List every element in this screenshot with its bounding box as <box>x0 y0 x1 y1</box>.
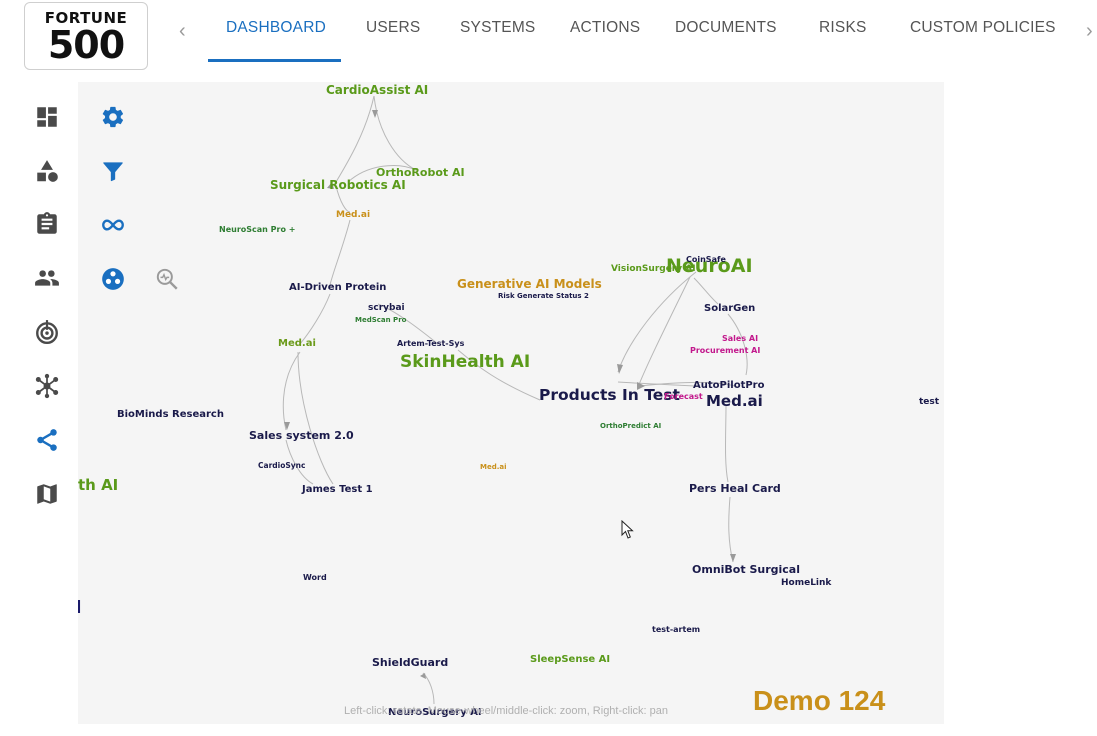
graph-node[interactable]: I <box>78 597 82 618</box>
demo-label: Demo 124 <box>753 685 886 716</box>
graph-node[interactable]: Med.ai <box>278 338 316 349</box>
tab-documents[interactable]: DOCUMENTS <box>675 19 777 36</box>
zoom-analyze-icon[interactable] <box>154 266 180 292</box>
edge <box>377 303 439 345</box>
tab-dashboard[interactable]: DASHBOARD <box>226 19 326 36</box>
graph-node[interactable]: CardioAssist AI <box>326 83 429 97</box>
graph-node[interactable]: Procurement AI <box>690 346 761 355</box>
edge-arrow <box>617 364 623 374</box>
chevron-left-icon[interactable]: ‹ <box>179 20 186 42</box>
mouse-cursor-icon <box>621 520 634 539</box>
edge-arrow <box>284 422 290 430</box>
edge-arrow <box>327 182 334 189</box>
graph-node[interactable]: SleepSense AI <box>530 654 611 665</box>
graph-canvas[interactable]: CardioAssist AI OrthoRobot AI Surgical R… <box>78 82 944 724</box>
tab-custom-policies[interactable]: CUSTOM POLICIES <box>910 19 1056 36</box>
edge <box>347 165 417 183</box>
graph-node[interactable]: Med.ai <box>706 392 763 410</box>
graph-node[interactable]: NeuroAI <box>666 255 753 277</box>
filter-icon[interactable] <box>100 158 126 184</box>
graph-node[interactable]: OmniBot Surgical <box>692 563 800 576</box>
graph-node[interactable]: OrthoRobot AI <box>376 166 465 179</box>
share-icon[interactable] <box>34 427 60 453</box>
graph-node[interactable]: Risk Generate Status 2 <box>498 292 589 300</box>
graph-node[interactable]: test <box>919 397 940 407</box>
graph-node[interactable]: Products In Test <box>539 386 680 404</box>
graph-node[interactable]: OrthoPredict AI <box>600 422 662 430</box>
active-tab-indicator <box>208 59 341 62</box>
graph-node[interactable]: James Test 1 <box>302 484 373 495</box>
graph-node[interactable]: CoinSafe <box>686 255 726 264</box>
shapes-icon[interactable] <box>34 158 60 184</box>
graph-node[interactable]: Pers Heal Card <box>689 482 781 495</box>
logo-line1: FORTUNE <box>44 9 128 27</box>
graph-node[interactable]: HomeLink <box>781 578 832 588</box>
edge <box>725 404 729 483</box>
edge <box>728 496 734 563</box>
graph-node[interactable]: CardioSync <box>258 461 306 470</box>
network-icon[interactable] <box>34 373 60 399</box>
top-bar: FORTUNE 500 ‹ DASHBOARD USERS SYSTEMS AC… <box>0 0 1097 70</box>
graph-node[interactable]: Sales AI <box>722 334 759 343</box>
graph-node[interactable]: Med.ai <box>336 210 371 220</box>
gear-icon[interactable] <box>100 104 126 130</box>
edge <box>285 439 314 485</box>
graph-node[interactable]: Generative AI Models <box>457 277 602 291</box>
graph-node[interactable]: VisionSurgery AI <box>611 264 696 274</box>
graph-node[interactable]: th AI <box>78 476 119 494</box>
graph-node[interactable]: test-artem <box>652 625 701 634</box>
edge <box>335 185 351 213</box>
graph-node[interactable]: SkinHealth AI <box>400 352 531 372</box>
graph-node[interactable]: NeuroScan Pro + <box>219 225 296 234</box>
tab-users[interactable]: USERS <box>366 19 421 36</box>
edge <box>335 95 375 183</box>
clipboard-icon[interactable] <box>34 211 60 237</box>
graph-node[interactable]: Med.ai <box>480 463 507 471</box>
edge <box>639 381 739 388</box>
graph-node[interactable]: MedScan Pro <box>355 316 407 324</box>
map-icon[interactable] <box>34 481 60 507</box>
graph-node[interactable]: Forecast <box>664 392 703 401</box>
edge <box>637 276 691 388</box>
tab-risks[interactable]: RISKS <box>819 19 867 36</box>
edge <box>299 293 331 345</box>
edge <box>297 351 334 485</box>
people-icon[interactable] <box>34 265 60 291</box>
graph-node[interactable]: AutoPilotPro <box>693 380 765 391</box>
logo-line2: 500 <box>47 23 125 67</box>
controls-hint: Left-click: rotate, Mouse-wheel/middle-c… <box>344 705 669 717</box>
graph-node[interactable]: ShieldGuard <box>372 656 449 669</box>
edge <box>617 381 695 387</box>
tab-systems[interactable]: SYSTEMS <box>460 19 536 36</box>
edge-arrow <box>372 110 378 118</box>
cluster-icon[interactable] <box>100 266 126 292</box>
dashboard-icon[interactable] <box>34 104 60 130</box>
graph-node[interactable]: Surgical Robotics AI <box>270 178 406 192</box>
graph-node[interactable]: Artem-Test-Sys <box>397 339 465 348</box>
graph-node[interactable]: AI-Driven Protein <box>289 282 387 293</box>
edge <box>457 349 541 401</box>
chevron-right-icon[interactable]: › <box>1086 20 1093 42</box>
infinity-icon[interactable] <box>100 212 126 238</box>
graph-edges <box>282 95 748 705</box>
fortune-500-logo[interactable]: FORTUNE 500 <box>24 2 148 70</box>
edge <box>282 351 301 431</box>
edge-arrow <box>637 382 645 390</box>
edge <box>373 95 417 171</box>
edge-arrow <box>420 673 426 679</box>
target-icon[interactable] <box>34 319 60 345</box>
tab-actions[interactable]: ACTIONS <box>570 19 641 36</box>
graph-node[interactable]: NeuroSurgery AI <box>388 707 482 718</box>
graph-node[interactable]: BioMinds Research <box>117 409 224 420</box>
edge-arrow <box>730 554 736 562</box>
graph-node[interactable]: SolarGen <box>704 303 756 314</box>
graph-node[interactable]: scrybai <box>368 303 405 313</box>
graph-node[interactable]: Word <box>303 573 327 582</box>
edge <box>727 313 748 376</box>
edge <box>693 277 719 305</box>
edge <box>617 271 697 373</box>
edge <box>329 219 351 286</box>
graph-node[interactable]: Sales system 2.0 <box>249 429 354 442</box>
